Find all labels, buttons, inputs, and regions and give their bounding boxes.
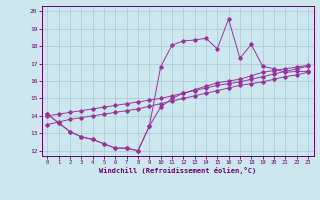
- X-axis label: Windchill (Refroidissement éolien,°C): Windchill (Refroidissement éolien,°C): [99, 167, 256, 174]
